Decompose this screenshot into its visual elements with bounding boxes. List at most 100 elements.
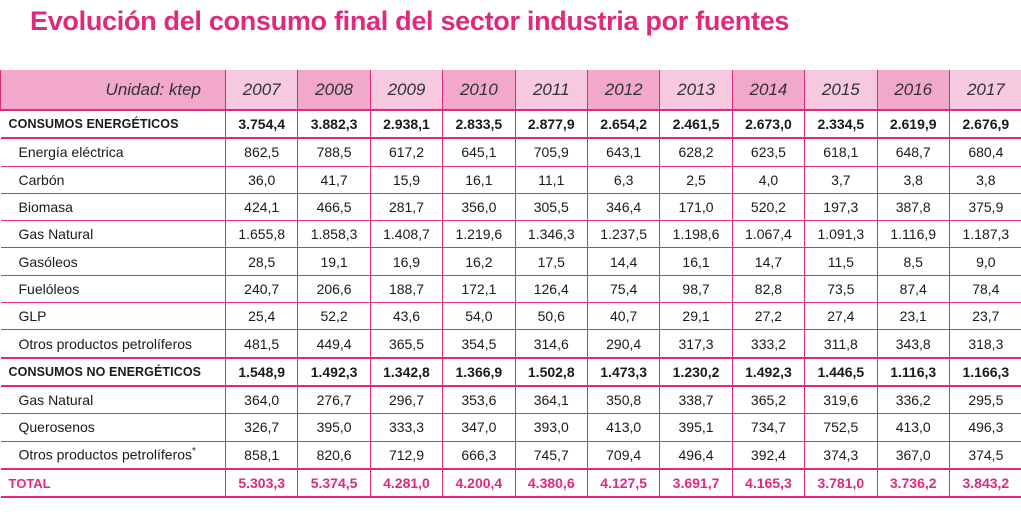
value-cell: 788,5 xyxy=(297,137,371,167)
table-row: Querosenos 326,7 395,0 333,3 347,0 393,0 413,0… xyxy=(0,413,1021,442)
value-cell: 375,9 xyxy=(948,192,1021,222)
value-cell: 317,3 xyxy=(659,329,733,359)
value-cell: 666,3 xyxy=(442,440,516,470)
row-label-text: Biomasa xyxy=(18,199,73,216)
value-cell: 305,5 xyxy=(514,192,588,222)
value-cell: 745,7 xyxy=(514,440,588,470)
value-cell: 1.116,9 xyxy=(876,220,950,249)
value-cell: 6,3 xyxy=(586,165,661,194)
value-cell: 27,4 xyxy=(804,302,878,331)
value-cell: 82,8 xyxy=(731,274,806,304)
value-cell: 2.461,5 xyxy=(659,108,733,140)
value-cell: 52,2 xyxy=(297,302,371,331)
value-cell: 2.938,1 xyxy=(369,108,444,140)
row-label: Otros productos petrolíferos* xyxy=(0,440,226,470)
value-cell: 1.655,8 xyxy=(224,220,299,249)
value-cell: 326,7 xyxy=(224,413,299,442)
year-header: 2016 xyxy=(876,70,950,111)
value-cell: 374,5 xyxy=(948,440,1021,470)
value-cell: 318,3 xyxy=(948,329,1021,359)
value-cell: 314,6 xyxy=(514,329,588,359)
row-label-text: Otros productos petrolíferos xyxy=(18,447,193,464)
value-cell: 4.165,3 xyxy=(731,467,806,499)
value-cell: 4.281,0 xyxy=(369,467,444,499)
value-cell: 2,5 xyxy=(659,165,733,194)
row-label: Biomasa xyxy=(0,192,226,222)
value-cell: 2.676,9 xyxy=(948,108,1021,140)
value-cell: 16,2 xyxy=(442,247,516,276)
value-cell: 2.833,5 xyxy=(442,108,516,140)
total-row: TOTAL 5.303,3 5.374,5 4.281,0 4.200,4 4.380,6… xyxy=(0,467,1021,499)
value-cell: 36,0 xyxy=(224,165,299,194)
value-cell: 1.187,3 xyxy=(948,220,1021,249)
value-cell: 14,4 xyxy=(586,247,661,276)
year-header: 2009 xyxy=(369,70,444,111)
value-cell: 4.127,5 xyxy=(586,467,661,499)
value-cell: 126,4 xyxy=(514,274,588,304)
value-cell: 424,1 xyxy=(224,192,299,222)
value-cell: 54,0 xyxy=(442,302,516,331)
value-cell: 8,5 xyxy=(876,247,950,276)
value-cell: 449,4 xyxy=(297,329,371,359)
value-cell: 618,1 xyxy=(804,137,878,167)
value-cell: 709,4 xyxy=(586,440,661,470)
value-cell: 333,2 xyxy=(731,329,806,359)
table-row: Gas Natural 364,0 276,7 296,7 353,6 364,1 350,… xyxy=(0,385,1021,415)
value-cell: 41,7 xyxy=(297,165,371,194)
table-row: Otros productos petrolíferos* 858,1 820,6 7… xyxy=(0,440,1021,470)
table-row: Fuelóleos 240,7 206,6 188,7 172,1 126,4 75,4 98… xyxy=(0,274,1021,304)
value-cell: 350,8 xyxy=(586,385,661,415)
value-cell: 365,5 xyxy=(369,329,444,359)
value-cell: 353,6 xyxy=(442,385,516,415)
row-label-text: Energía eléctrica xyxy=(18,144,124,161)
value-cell: 3.882,3 xyxy=(297,108,371,140)
value-cell: 413,0 xyxy=(586,413,661,442)
value-cell: 752,5 xyxy=(804,413,878,442)
row-label-text: Gas Natural xyxy=(18,392,94,409)
value-cell: 172,1 xyxy=(442,274,516,304)
value-cell: 2.673,0 xyxy=(731,108,806,140)
value-cell: 3.691,7 xyxy=(659,467,733,499)
value-cell: 206,6 xyxy=(297,274,371,304)
row-label-text: TOTAL xyxy=(8,475,51,491)
value-cell: 3,8 xyxy=(948,165,1021,194)
value-cell: 645,1 xyxy=(442,137,516,167)
row-label-text: Gas Natural xyxy=(18,226,94,243)
value-cell: 338,7 xyxy=(659,385,733,415)
value-cell: 364,0 xyxy=(224,385,299,415)
value-cell: 466,5 xyxy=(297,192,371,222)
table-row: Otros productos petrolíferos 481,5 449,4 36… xyxy=(0,329,1021,359)
value-cell: 648,7 xyxy=(876,137,950,167)
row-label: CONSUMOS NO ENERGÉTICOS xyxy=(0,356,226,387)
row-label-text: CONSUMOS NO ENERGÉTICOS xyxy=(8,364,202,379)
value-cell: 734,7 xyxy=(731,413,806,442)
year-header: 2012 xyxy=(586,70,661,111)
year-header: 2014 xyxy=(731,70,806,111)
value-cell: 281,7 xyxy=(369,192,444,222)
value-cell: 1.446,5 xyxy=(804,356,878,387)
year-header: 2008 xyxy=(297,70,371,111)
value-cell: 9,0 xyxy=(948,247,1021,276)
value-cell: 1.067,4 xyxy=(731,220,806,249)
value-cell: 705,9 xyxy=(514,137,588,167)
value-cell: 290,4 xyxy=(586,329,661,359)
row-label: CONSUMOS ENERGÉTICOS xyxy=(0,108,226,140)
value-cell: 188,7 xyxy=(369,274,444,304)
value-cell: 3.781,0 xyxy=(804,467,878,499)
value-cell: 680,4 xyxy=(948,137,1021,167)
row-label: Otros productos petrolíferos xyxy=(0,329,226,359)
value-cell: 1.237,5 xyxy=(586,220,661,249)
value-cell: 643,1 xyxy=(586,137,661,167)
value-cell: 387,8 xyxy=(876,192,950,222)
value-cell: 50,6 xyxy=(514,302,588,331)
value-cell: 16,1 xyxy=(442,165,516,194)
value-cell: 496,3 xyxy=(948,413,1021,442)
value-cell: 392,4 xyxy=(731,440,806,470)
value-cell: 520,2 xyxy=(731,192,806,222)
value-cell: 19,1 xyxy=(297,247,371,276)
value-cell: 11,5 xyxy=(804,247,878,276)
value-cell: 712,9 xyxy=(369,440,444,470)
year-header: 2011 xyxy=(514,70,588,111)
value-cell: 296,7 xyxy=(369,385,444,415)
value-cell: 319,6 xyxy=(804,385,878,415)
